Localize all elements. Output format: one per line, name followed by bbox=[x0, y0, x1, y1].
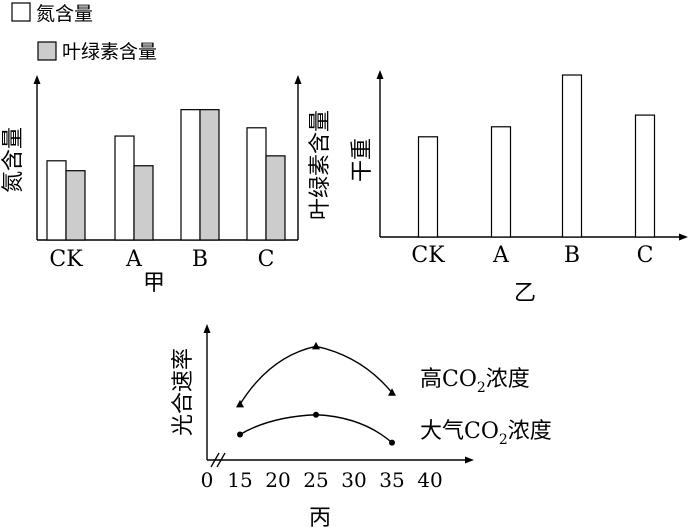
bar-a-ck-chlorophyll bbox=[65, 170, 86, 241]
y-axis-b-title: 干重 bbox=[350, 138, 375, 182]
x-tick-label-c: 25 bbox=[303, 468, 328, 492]
bars-a bbox=[46, 109, 286, 241]
bar-a-b-nitrogen bbox=[180, 109, 201, 241]
series-label-high-co2: 高CO2浓度 bbox=[420, 367, 530, 396]
x-axis-b-arrow bbox=[679, 233, 688, 241]
y-axis-right-title: 叶绿素含量 bbox=[308, 110, 333, 220]
tick-labels-a: CK A B C bbox=[49, 247, 274, 272]
x-tick-label-c: 15 bbox=[227, 468, 252, 492]
y-axis-left-title: 氮含量 bbox=[1, 127, 26, 193]
x-tick-label-a: A bbox=[125, 247, 143, 272]
x-tick-label-b: CK bbox=[411, 243, 445, 268]
data-point-high-co2 bbox=[312, 341, 320, 350]
data-point-ambient-co2 bbox=[389, 439, 395, 446]
series-label-ambient-co2: 大气CO2浓度 bbox=[420, 419, 552, 448]
tick-labels-c: 0 15 20 25 30 35 40 bbox=[201, 468, 443, 492]
bar-b-a bbox=[490, 126, 512, 238]
bar-a-a-chlorophyll bbox=[133, 165, 154, 241]
tick-labels-b: CK A B C bbox=[411, 243, 653, 268]
legend-swatch-chlorophyll bbox=[37, 41, 57, 61]
legend-swatch-nitrogen bbox=[11, 2, 31, 22]
panel-label-a: 甲 bbox=[143, 271, 165, 296]
bar-b-b bbox=[561, 74, 583, 238]
x-tick-label-c: 30 bbox=[341, 468, 366, 492]
x-tick-label-b: B bbox=[564, 243, 580, 268]
data-point-ambient-co2 bbox=[237, 431, 243, 438]
x-tick-label-a: C bbox=[258, 247, 275, 272]
x-tick-label-c: 40 bbox=[417, 468, 442, 492]
data-point-high-co2 bbox=[236, 399, 244, 408]
y-axis-c-title: 光合速率 bbox=[171, 348, 196, 436]
x-axis-c-arrow bbox=[465, 456, 474, 464]
legend-label-nitrogen: 氮含量 bbox=[36, 3, 93, 25]
y-axis-c-arrow bbox=[203, 324, 211, 333]
panel-c: 光合速率 0 15 20 25 30 35 40 高CO2浓度 大气CO2浓度 丙 bbox=[171, 324, 552, 531]
panel-b: 干重 CK A B C 乙 bbox=[350, 70, 688, 306]
x-tick-label-c: 35 bbox=[379, 468, 404, 492]
bar-a-ck-nitrogen bbox=[46, 160, 67, 241]
bar-a-b-chlorophyll bbox=[199, 109, 220, 241]
bars-b bbox=[417, 74, 656, 238]
data-point-high-co2 bbox=[388, 388, 396, 396]
panel-label-b: 乙 bbox=[514, 281, 536, 306]
series-line-ambient-co2 bbox=[239, 414, 393, 444]
y-axis-right-arrow bbox=[294, 75, 302, 84]
x-tick-label-c: 0 bbox=[201, 468, 214, 492]
x-tick-label-a: B bbox=[192, 247, 208, 272]
y-axis-left-arrow bbox=[33, 75, 41, 84]
bar-a-a-nitrogen bbox=[114, 135, 135, 241]
legend-label-chlorophyll: 叶绿素含量 bbox=[62, 41, 157, 63]
bar-a-c-chlorophyll bbox=[265, 155, 286, 241]
x-tick-label-c: 20 bbox=[265, 468, 290, 492]
bar-b-c bbox=[634, 114, 656, 238]
panel-a: 氮含量 叶绿素含量 氮含量 叶绿素含量 CK A B C 甲 bbox=[1, 2, 333, 296]
panel-label-c: 丙 bbox=[309, 506, 331, 531]
axis-break-mark-1 bbox=[210, 452, 220, 468]
axis-break-mark-2 bbox=[216, 452, 226, 468]
x-tick-label-b: C bbox=[637, 243, 654, 268]
x-tick-label-b: A bbox=[492, 243, 510, 268]
x-tick-label-a: CK bbox=[49, 247, 83, 272]
series-line-high-co2 bbox=[239, 345, 393, 405]
bar-b-ck bbox=[417, 136, 439, 238]
lines-c bbox=[236, 341, 396, 446]
y-axis-b-arrow bbox=[376, 70, 384, 79]
data-point-ambient-co2 bbox=[313, 411, 319, 418]
bar-a-c-nitrogen bbox=[246, 127, 267, 241]
